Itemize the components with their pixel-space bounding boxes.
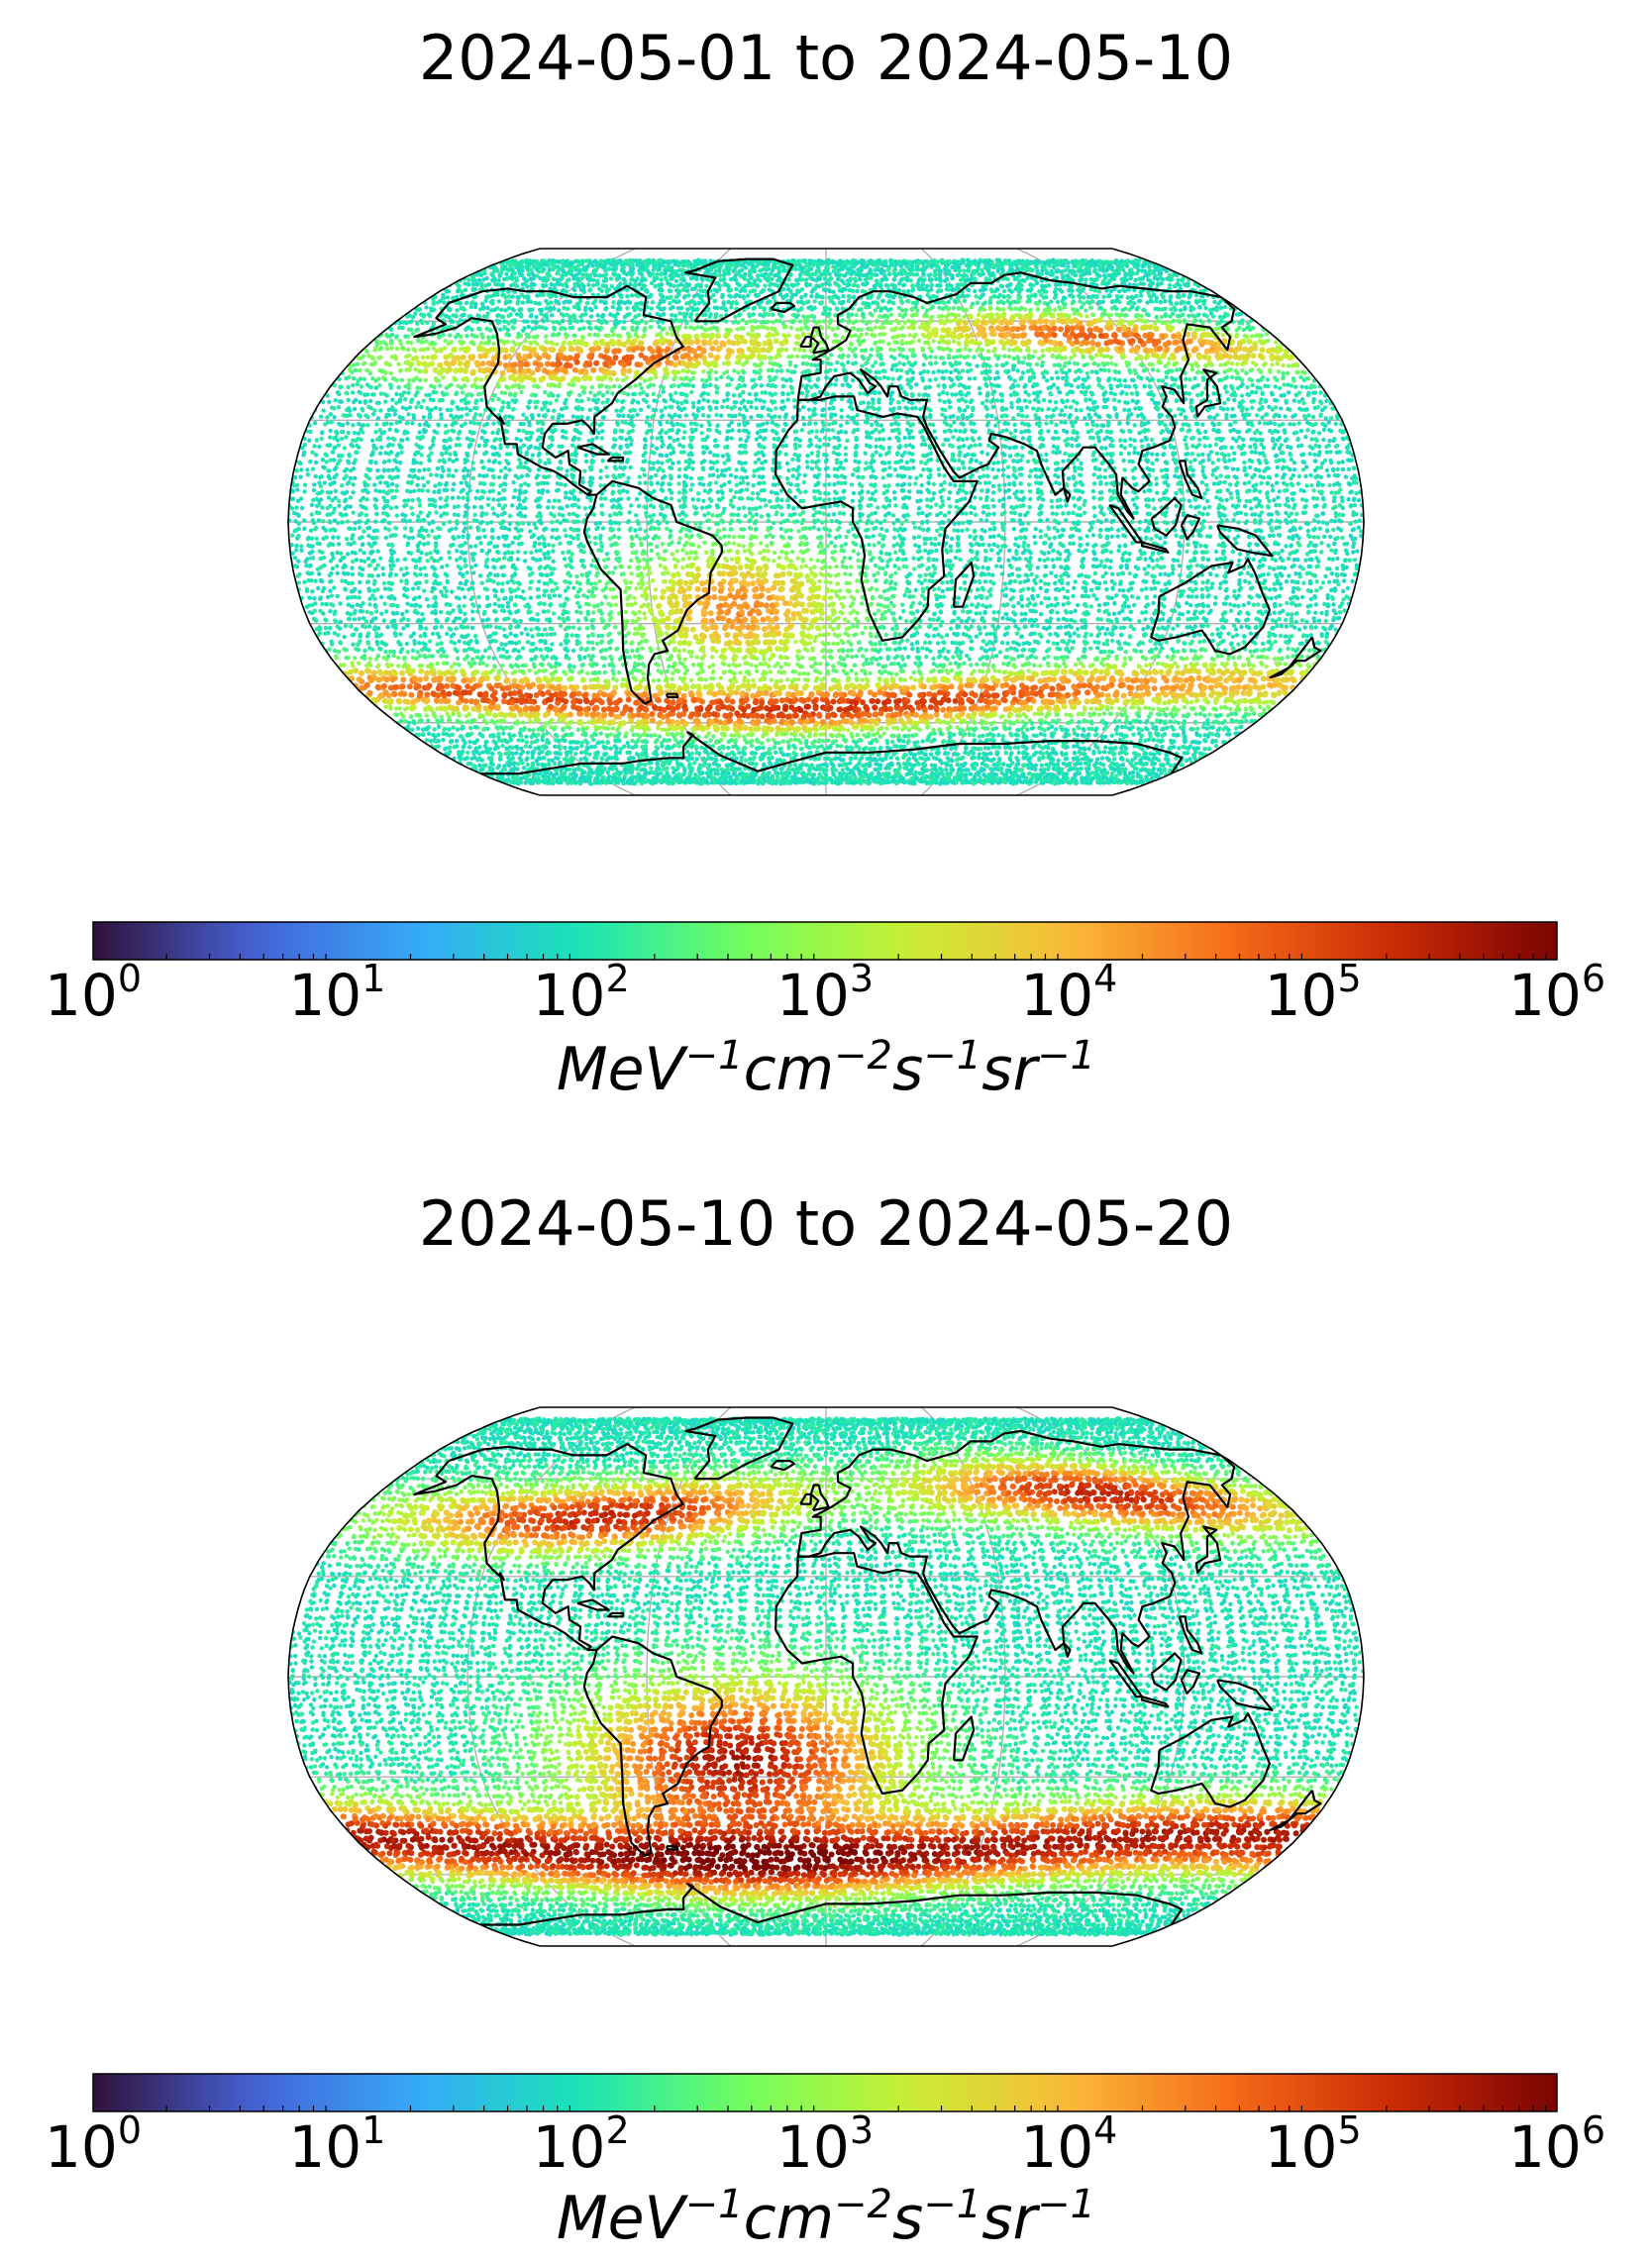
colorbar-tick-label: 105 [1265,967,1362,1024]
panel-1-title: 2024-05-01 to 2024-05-10 [0,28,1652,89]
colorbar-gradient [93,2074,1557,2111]
colorbar-gradient [93,922,1557,960]
map-1 [0,94,1652,1015]
colorbar-tick-label: 102 [533,967,630,1024]
colorbar-2 [92,2073,1558,2112]
colorbar-2-unit-label: MeV−1cm−2s−1sr−1 [0,2189,1652,2248]
colorbar-tick-label: 101 [288,2118,385,2176]
colorbar-tick-label: 105 [1265,2118,1362,2176]
panel-2-title: 2024-05-10 to 2024-05-20 [0,1193,1652,1255]
colorbar-1-unit-label: MeV−1cm−2s−1sr−1 [0,1040,1652,1099]
colorbar-tick-label: 102 [533,2118,630,2176]
map-2 [0,1253,1652,2144]
colorbar-tick-label: 100 [45,2118,142,2176]
colorbar-tick-label: 100 [45,967,142,1024]
colorbar-tick-label: 103 [776,2118,874,2176]
colorbar-tick-label: 103 [776,967,874,1024]
colorbar-tick-label: 104 [1020,967,1117,1024]
colorbar-tick-label: 104 [1020,2118,1117,2176]
colorbar-tick-label: 106 [1508,967,1605,1024]
colorbar-1 [92,921,1558,961]
colorbar-tick-label: 101 [288,967,385,1024]
colorbar-tick-label: 106 [1508,2118,1605,2176]
